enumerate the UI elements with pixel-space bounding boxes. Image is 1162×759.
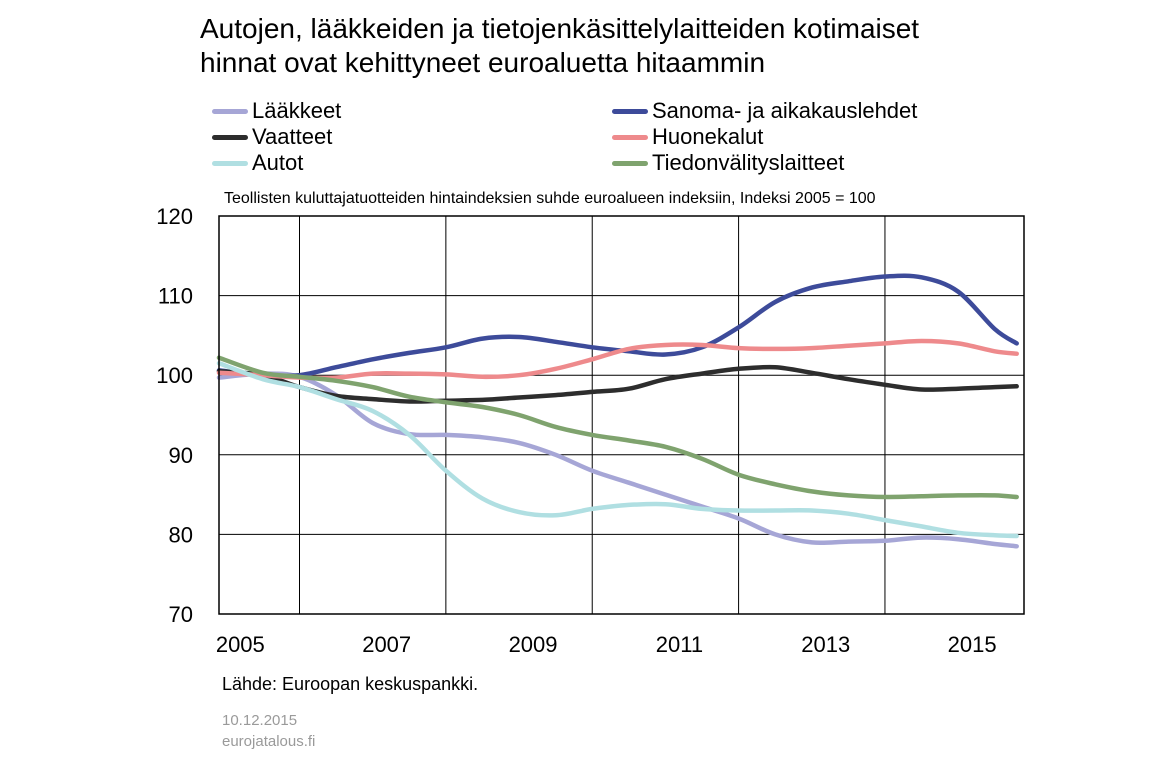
x-tick-label-2009: 2009 bbox=[509, 632, 558, 657]
y-axis-tick-labels: 70 80 90 100 110 120 bbox=[156, 204, 193, 627]
legend-item-laakkeet: Lääkkeet bbox=[212, 98, 341, 124]
x-tick-label-2005: 2005 bbox=[216, 632, 265, 657]
legend-label-tiedonvalitys: Tiedonvälityslaitteet bbox=[652, 150, 845, 175]
series-line-4 bbox=[216, 361, 1019, 539]
legend-swatch-laakkeet bbox=[212, 108, 248, 114]
legend-label-huonekalut: Huonekalut bbox=[652, 124, 764, 149]
site-name: eurojatalous.fi bbox=[222, 733, 316, 750]
legend-item-vaatteet: Vaatteet bbox=[212, 124, 332, 150]
x-tick-label-2007: 2007 bbox=[362, 632, 411, 657]
x-tick-label-2011: 2011 bbox=[656, 632, 703, 657]
series-line-5 bbox=[216, 355, 1019, 500]
title-line-1: Autojen, lääkkeiden ja tietojenkäsittely… bbox=[200, 13, 920, 44]
legend-label-autot: Autot bbox=[252, 150, 304, 175]
plot-area-frame bbox=[218, 215, 1025, 615]
x-tick-label-2015: 2015 bbox=[948, 632, 997, 657]
series-line-0 bbox=[216, 371, 1019, 549]
y-tick-label-120: 120 bbox=[156, 204, 193, 229]
legend-item-huonekalut: Huonekalut bbox=[612, 124, 763, 150]
chart-grid bbox=[219, 216, 1024, 614]
legend: Lääkkeet Vaatteet Autot Sanoma- ja aikak… bbox=[212, 98, 1012, 178]
series-line-3 bbox=[216, 338, 1019, 381]
legend-swatch-sanoma bbox=[612, 108, 648, 114]
legend-swatch-huonekalut bbox=[612, 134, 648, 140]
series-line-2 bbox=[216, 364, 1019, 404]
source-note: Lähde: Euroopan keskuspankki. bbox=[222, 674, 479, 694]
legend-item-autot: Autot bbox=[212, 150, 303, 176]
legend-label-sanoma: Sanoma- ja aikakauslehdet bbox=[652, 98, 918, 123]
x-tick-label-2013: 2013 bbox=[801, 632, 850, 657]
chart-series bbox=[216, 273, 1019, 549]
legend-item-tiedonvalitys: Tiedonvälityslaitteet bbox=[612, 150, 844, 176]
x-axis-tick-labels: 2005 2007 2009 2011 2013 2015 bbox=[216, 632, 997, 657]
legend-swatch-autot bbox=[212, 160, 248, 166]
legend-label-laakkeet: Lääkkeet bbox=[252, 98, 342, 123]
y-tick-label-90: 90 bbox=[169, 443, 193, 468]
legend-label-vaatteet: Vaatteet bbox=[252, 124, 333, 149]
y-tick-label-70: 70 bbox=[169, 602, 193, 627]
y-tick-label-110: 110 bbox=[158, 284, 193, 309]
y-tick-label-80: 80 bbox=[169, 522, 193, 547]
chart-subtitle: Teollisten kuluttajatuotteiden hintainde… bbox=[224, 190, 876, 207]
series-line-1 bbox=[216, 273, 1019, 379]
title-line-2: hinnat ovat kehittyneet euroaluetta hita… bbox=[200, 47, 766, 78]
publish-date: 10.12.2015 bbox=[222, 712, 298, 729]
legend-item-sanoma: Sanoma- ja aikakauslehdet bbox=[612, 98, 917, 124]
legend-swatch-tiedonvalitys bbox=[612, 160, 648, 166]
legend-swatch-vaatteet bbox=[212, 134, 248, 140]
chart-title: Autojen, lääkkeiden ja tietojenkäsittely… bbox=[200, 12, 1100, 80]
y-tick-label-100: 100 bbox=[156, 363, 193, 388]
